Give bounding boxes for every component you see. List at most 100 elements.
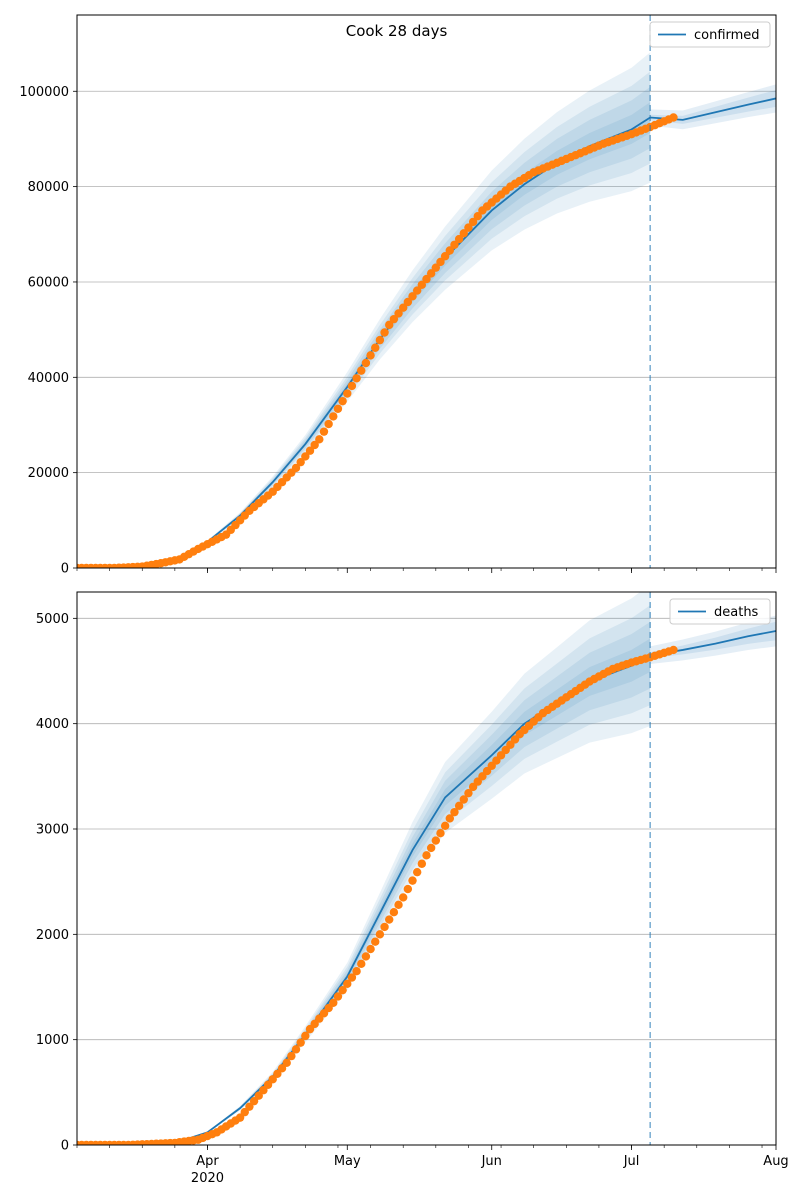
x-tick-label: Apr <box>196 1154 219 1169</box>
data-point <box>254 1091 263 1100</box>
data-point <box>385 320 394 330</box>
data-point <box>352 967 361 976</box>
data-point <box>357 366 366 375</box>
data-point <box>445 814 454 823</box>
data-point <box>296 457 305 467</box>
data-point <box>380 328 389 337</box>
series-line-deaths <box>77 630 776 1145</box>
y-tick-label: 0 <box>61 562 69 577</box>
data-point <box>240 1107 249 1117</box>
y-tick-label: 100000 <box>19 85 69 100</box>
data-point <box>371 343 380 352</box>
data-point <box>440 821 450 831</box>
data-point <box>329 998 338 1007</box>
data-point <box>235 1113 245 1122</box>
data-point <box>422 851 431 860</box>
data-point <box>454 801 464 811</box>
uncertainty-band <box>77 52 651 568</box>
data-point <box>305 446 315 455</box>
data-point <box>282 1058 291 1068</box>
data-point <box>310 440 319 450</box>
data-point <box>669 113 678 122</box>
data-point <box>375 335 385 345</box>
data-point <box>268 1075 277 1084</box>
data-point <box>426 843 436 853</box>
x-tick-label: Jun <box>481 1154 502 1169</box>
data-point <box>347 973 357 982</box>
y-tick-label: 5000 <box>36 612 69 627</box>
data-point <box>301 1031 310 1041</box>
data-point <box>333 404 343 413</box>
data-point <box>394 309 403 318</box>
data-point <box>394 900 403 910</box>
forecast-band <box>650 615 776 665</box>
data-point <box>440 252 450 261</box>
data-point <box>375 930 385 939</box>
data-point <box>431 836 441 845</box>
plot-frame <box>76 591 777 1146</box>
y-tick-label: 3000 <box>36 823 69 838</box>
data-point <box>347 381 357 391</box>
data-point <box>473 211 482 221</box>
data-point <box>245 1102 254 1111</box>
data-point <box>450 240 459 249</box>
legend-label: deaths <box>714 605 759 620</box>
data-point <box>371 937 380 946</box>
legend-box <box>669 598 771 625</box>
data-point <box>403 884 413 894</box>
data-point <box>273 1069 282 1078</box>
data-point <box>417 280 427 290</box>
data-point <box>296 1038 305 1047</box>
data-point <box>259 1086 268 1095</box>
data-point <box>352 374 361 383</box>
uncertainty-band <box>77 638 651 1145</box>
x-tick-label: May <box>334 1154 361 1169</box>
data-point <box>338 985 347 995</box>
data-point <box>291 463 301 473</box>
data-point <box>389 908 399 917</box>
data-point <box>459 795 468 804</box>
y-tick-label: 20000 <box>28 466 69 481</box>
data-point <box>263 1080 273 1089</box>
data-point <box>343 389 352 398</box>
y-tick-label: 40000 <box>28 371 69 386</box>
data-point <box>315 435 324 444</box>
uncertainty-band <box>77 71 651 568</box>
data-point <box>319 427 329 436</box>
uncertainty-band <box>77 592 651 1145</box>
uncertainty-band <box>77 86 651 568</box>
chart-panel-2: 0 1000 2000 3000 4000 5000 Apr 2020 May Jun Jul Aug… <box>36 591 789 1186</box>
data-point <box>277 1064 287 1073</box>
data-point <box>450 807 459 817</box>
plot-frame <box>76 14 777 569</box>
forecast-band <box>650 621 776 659</box>
data-point <box>412 286 422 295</box>
y-tick-label: 60000 <box>28 275 69 290</box>
data-point <box>389 314 399 324</box>
data-point <box>399 303 408 312</box>
data-point <box>361 358 371 368</box>
data-point <box>464 788 473 798</box>
data-point <box>459 229 468 238</box>
data-point <box>426 269 436 278</box>
data-point <box>361 952 371 961</box>
data-point <box>357 959 366 969</box>
data-point <box>431 263 441 272</box>
data-point <box>399 893 408 902</box>
legend-box <box>649 21 771 48</box>
data-point <box>436 829 445 838</box>
observed-points <box>77 645 678 1145</box>
data-point <box>301 452 310 461</box>
data-point <box>287 1051 296 1061</box>
data-point <box>408 292 417 301</box>
y-tick-label: 80000 <box>28 180 69 195</box>
data-point <box>454 234 464 244</box>
y-tick-label: 1000 <box>36 1033 69 1048</box>
data-point <box>380 922 389 932</box>
x-tick-label: Aug <box>763 1154 788 1169</box>
observed-points <box>77 113 678 568</box>
forecast-band <box>650 84 776 130</box>
data-point <box>464 223 473 232</box>
data-point <box>445 246 454 255</box>
